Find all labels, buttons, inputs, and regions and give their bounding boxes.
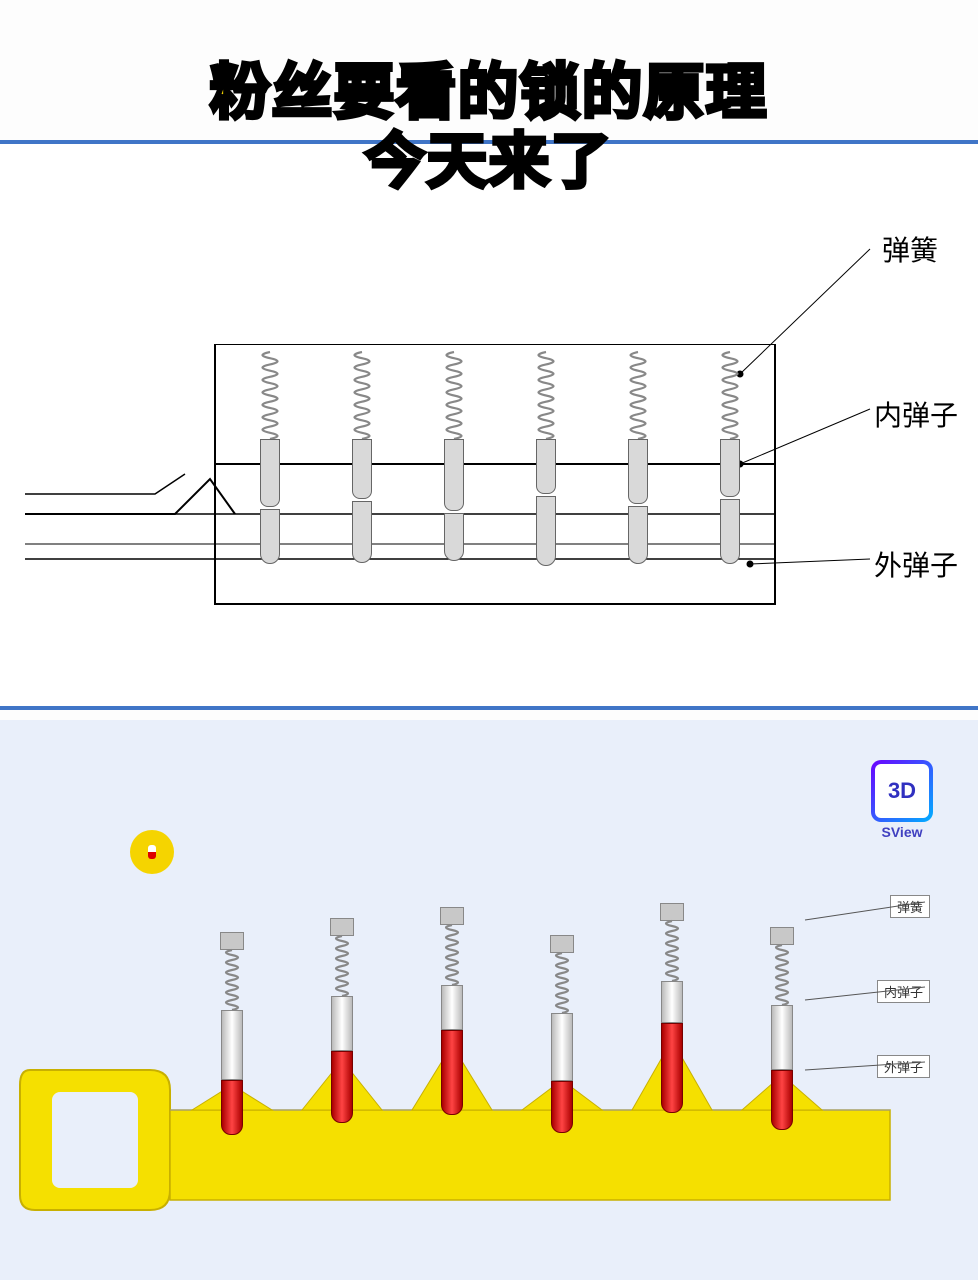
pin-column-b [220, 932, 244, 1110]
title-line2: 今天来了 [0, 127, 978, 196]
pin-column-b [550, 935, 574, 1111]
lock-outline-a [25, 344, 835, 624]
pin-column-b [440, 907, 464, 1110]
schematic-panel: 弹簧 内弹子 外弹子 [0, 140, 978, 710]
pin-column-b [660, 903, 684, 1111]
pin-column-a [439, 352, 469, 612]
key-render [20, 1050, 890, 1240]
pin-column-a [715, 352, 745, 612]
main-title: 粉丝要看的锁的原理 今天来了 [0, 58, 978, 196]
pin-column-a [347, 352, 377, 612]
pin-column-b [770, 927, 794, 1110]
lock-diagram-a [25, 344, 835, 624]
pin-column-a [531, 352, 561, 612]
pin-column-a [255, 352, 285, 612]
render-panel: 3D SView 弹簧 内弹子 外弹子 [0, 720, 978, 1280]
pin-column-b [330, 918, 354, 1111]
title-line1: 粉丝要看的锁的原理 [0, 58, 978, 127]
pin-column-a [623, 352, 653, 612]
